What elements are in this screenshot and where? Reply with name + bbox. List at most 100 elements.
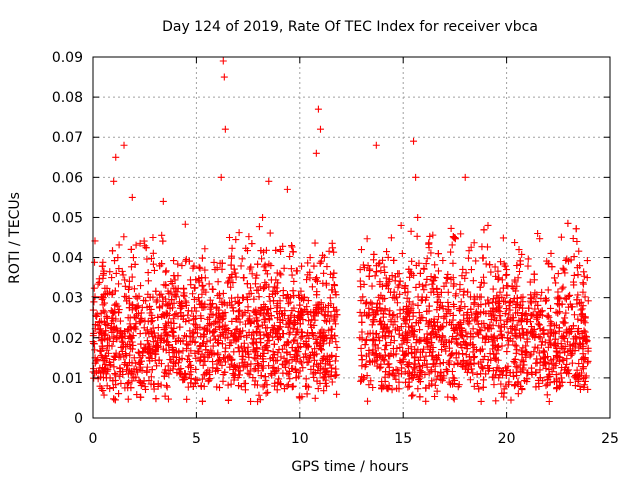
scatter-point — [145, 330, 153, 338]
scatter-point — [251, 280, 259, 288]
scatter-point — [324, 308, 332, 316]
scatter-point — [271, 289, 279, 297]
scatter-point — [447, 351, 455, 359]
scatter-point — [320, 328, 328, 336]
scatter-point — [396, 357, 404, 365]
scatter-point — [369, 337, 377, 345]
scatter-point — [201, 357, 209, 365]
scatter-point — [311, 394, 319, 402]
scatter-point — [229, 307, 237, 315]
scatter-point — [245, 233, 253, 241]
scatter-point — [244, 369, 252, 377]
y-tick-label: 0 — [74, 411, 83, 427]
scatter-point — [175, 359, 183, 367]
scatter-point — [270, 283, 278, 291]
scatter-point — [304, 259, 312, 267]
scatter-point — [570, 311, 578, 319]
scatter-point — [198, 397, 206, 405]
scatter-point — [205, 376, 213, 384]
scatter-point — [427, 334, 435, 342]
scatter-point — [558, 300, 566, 308]
scatter-point — [234, 308, 242, 316]
scatter-point — [247, 397, 255, 405]
scatter-point — [274, 279, 282, 287]
scatter-point — [401, 283, 409, 291]
scatter-point — [156, 303, 164, 311]
scatter-point — [523, 375, 531, 383]
scatter-point — [315, 300, 323, 308]
scatter-point — [303, 358, 311, 366]
scatter-point — [503, 291, 511, 299]
scatter-point — [560, 266, 568, 274]
scatter-point — [429, 360, 437, 368]
scatter-point — [566, 341, 574, 349]
scatter-point — [579, 374, 587, 382]
scatter-point — [539, 347, 547, 355]
scatter-point — [569, 234, 577, 242]
scatter-point — [142, 244, 150, 252]
scatter-point — [431, 392, 439, 400]
scatter-point — [487, 316, 495, 324]
scatter-point — [162, 267, 170, 275]
scatter-point — [261, 373, 269, 381]
scatter-point — [106, 361, 114, 369]
scatter-point — [133, 391, 141, 399]
y-tick-label: 0.08 — [52, 90, 83, 106]
scatter-point — [219, 377, 227, 385]
scatter-point — [402, 313, 410, 321]
scatter-point — [458, 272, 466, 280]
scatter-point — [566, 291, 574, 299]
scatter-point — [178, 262, 186, 270]
scatter-point — [248, 339, 256, 347]
x-tick-label: 0 — [89, 431, 98, 447]
scatter-point — [390, 256, 398, 264]
scatter-point — [545, 397, 553, 405]
scatter-point — [296, 367, 304, 375]
scatter-point — [365, 381, 373, 389]
scatter-point — [446, 380, 454, 388]
scatter-point — [169, 332, 177, 340]
scatter-point — [508, 323, 516, 331]
scatter-point — [128, 367, 136, 375]
scatter-point — [325, 358, 333, 365]
scatter-point — [190, 262, 198, 270]
scatter-point — [407, 304, 415, 312]
scatter-point — [326, 294, 334, 302]
scatter-point — [519, 344, 527, 352]
scatter-point — [376, 337, 384, 345]
scatter-point — [171, 276, 179, 284]
scatter-point — [459, 291, 467, 299]
scatter-point — [538, 341, 546, 349]
scatter-point — [124, 395, 132, 403]
scatter-point — [178, 299, 186, 307]
scatter-point — [108, 328, 116, 336]
scatter-point — [203, 326, 211, 334]
scatter-point — [375, 260, 383, 268]
scatter-point — [176, 323, 184, 331]
scatter-point — [496, 312, 504, 320]
scatter-point — [132, 366, 140, 374]
scatter-point — [259, 311, 267, 319]
scatter-point — [508, 283, 516, 291]
scatter-point — [363, 235, 371, 243]
scatter-point — [573, 264, 581, 272]
scatter-point — [477, 301, 485, 309]
scatter-point — [171, 290, 179, 298]
scatter-point — [210, 350, 218, 358]
scatter-point — [524, 262, 532, 270]
scatter-point — [189, 382, 197, 390]
scatter-point — [486, 261, 494, 269]
scatter-point — [481, 352, 489, 360]
scatter-point — [147, 255, 155, 263]
scatter-point — [503, 318, 511, 326]
scatter-point — [187, 361, 195, 369]
scatter-point — [519, 304, 527, 312]
scatter-point — [95, 326, 103, 334]
scatter-point — [457, 331, 465, 339]
scatter-point — [148, 355, 156, 363]
scatter-point — [511, 239, 519, 247]
scatter-point — [236, 299, 244, 307]
scatter-point — [143, 326, 151, 334]
scatter-point — [370, 336, 378, 344]
scatter-point — [445, 360, 453, 368]
